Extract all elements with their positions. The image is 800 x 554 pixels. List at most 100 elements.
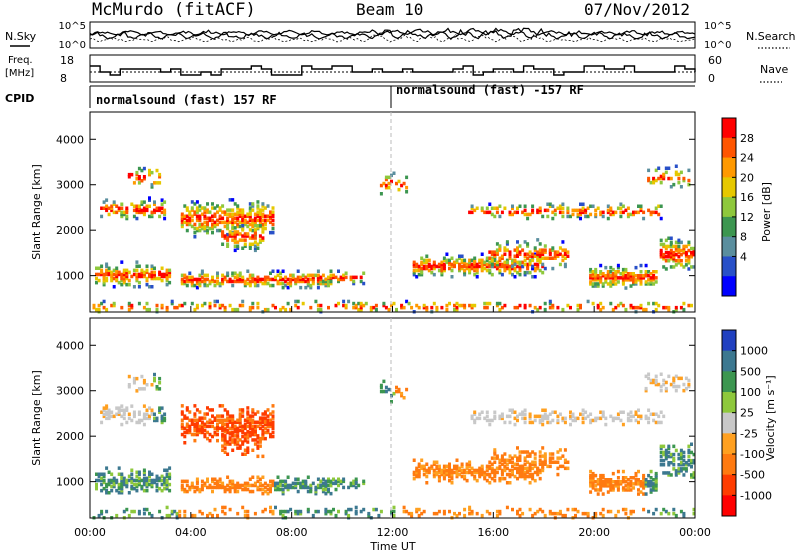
heatmap-cell bbox=[163, 482, 167, 487]
heatmap-cell bbox=[107, 414, 111, 419]
heatmap-cell bbox=[122, 408, 126, 412]
heatmap-cell bbox=[659, 255, 663, 259]
heatmap-cell bbox=[107, 268, 111, 273]
heatmap-cell bbox=[145, 264, 149, 268]
heatmap-cell bbox=[289, 307, 293, 312]
heatmap-cell bbox=[654, 473, 658, 478]
heatmap-cell bbox=[170, 299, 174, 304]
heatmap-cell bbox=[558, 412, 562, 416]
heatmap-cell bbox=[256, 410, 260, 414]
heatmap-cell bbox=[488, 262, 492, 267]
heatmap-cell bbox=[505, 240, 509, 244]
heatmap-cell bbox=[198, 487, 202, 492]
heatmap-cell bbox=[500, 456, 504, 460]
noise-right-label: N.Search bbox=[746, 30, 796, 43]
heatmap-cell bbox=[203, 432, 207, 437]
heatmap-cell bbox=[606, 216, 610, 221]
heatmap-cell bbox=[261, 412, 265, 416]
heatmap-cell bbox=[432, 264, 436, 269]
heatmap-cell bbox=[334, 303, 338, 308]
heatmap-cell bbox=[687, 257, 691, 261]
heatmap-cell bbox=[500, 254, 504, 258]
heatmap-cell bbox=[135, 210, 139, 215]
heatmap-cell bbox=[256, 446, 260, 450]
heatmap-cell bbox=[354, 509, 358, 514]
heatmap-cell bbox=[435, 472, 439, 477]
heatmap-cell bbox=[548, 460, 552, 464]
heatmap-cell bbox=[679, 469, 683, 473]
heatmap-cell bbox=[173, 509, 177, 514]
heatmap-cell bbox=[591, 276, 595, 280]
heatmap-cell bbox=[677, 246, 681, 251]
heatmap-cell bbox=[228, 426, 232, 431]
heatmap-cell bbox=[505, 472, 509, 477]
heatmap-cell bbox=[354, 275, 358, 280]
heatmap-cell bbox=[226, 273, 230, 278]
heatmap-cell bbox=[248, 216, 252, 220]
heatmap-cell bbox=[316, 273, 320, 278]
heatmap-cell bbox=[226, 212, 230, 216]
heatmap-cell bbox=[682, 178, 686, 183]
heatmap-cell bbox=[294, 279, 298, 284]
heatmap-cell bbox=[284, 279, 288, 284]
heatmap-cell bbox=[374, 307, 378, 312]
heatmap-cell bbox=[508, 210, 512, 215]
noise-left-tick-bottom: 10^0 bbox=[59, 40, 86, 51]
heatmap-cell bbox=[581, 511, 585, 516]
heatmap-cell bbox=[236, 275, 240, 280]
heatmap-cell bbox=[206, 216, 209, 220]
heatmap-cell bbox=[634, 265, 638, 270]
heatmap-cell bbox=[503, 206, 507, 210]
heatmap-cell bbox=[130, 468, 134, 472]
heatmap-cell bbox=[251, 408, 255, 412]
heatmap-cell bbox=[216, 483, 219, 488]
heatmap-cell bbox=[440, 260, 444, 265]
heatmap-cell bbox=[407, 511, 411, 516]
heatmap-cell bbox=[626, 274, 630, 278]
heatmap-cell bbox=[682, 248, 686, 253]
heatmap-cell bbox=[632, 278, 635, 282]
heatmap-cell bbox=[427, 268, 431, 273]
heatmap-cell bbox=[125, 507, 129, 512]
heatmap-cell bbox=[400, 183, 404, 188]
heatmap-cell bbox=[591, 476, 595, 480]
heatmap-cell bbox=[246, 450, 250, 454]
heatmap-cell bbox=[632, 282, 635, 286]
frequency-trace bbox=[90, 65, 696, 76]
heatmap-cell bbox=[692, 252, 696, 257]
heatmap-cell bbox=[211, 277, 214, 282]
heatmap-cell bbox=[105, 307, 109, 312]
heatmap-cell bbox=[198, 214, 202, 218]
heatmap-cell bbox=[634, 412, 638, 416]
heatmap-cell bbox=[463, 470, 467, 475]
heatmap-cell bbox=[574, 416, 577, 421]
heatmap-cell bbox=[465, 464, 469, 469]
heatmap-cell bbox=[498, 301, 502, 306]
heatmap-cell bbox=[233, 236, 237, 240]
heatmap-cell bbox=[521, 410, 525, 414]
heatmap-cell bbox=[135, 470, 139, 474]
heatmap-cell bbox=[145, 282, 149, 287]
heatmap-cell bbox=[614, 305, 618, 310]
heatmap-cell bbox=[233, 220, 237, 225]
heatmap-cell bbox=[110, 276, 114, 281]
heatmap-cell bbox=[97, 266, 101, 270]
heatmap-cell bbox=[662, 463, 666, 467]
heatmap-cell bbox=[269, 487, 272, 492]
heatmap-cell bbox=[233, 216, 237, 220]
heatmap-cell bbox=[102, 278, 106, 283]
heatmap-cell bbox=[223, 511, 227, 516]
heatmap-cell bbox=[548, 420, 552, 425]
heatmap-cell bbox=[158, 270, 162, 275]
heatmap-cell bbox=[465, 462, 469, 466]
heatmap-cell bbox=[609, 284, 613, 288]
heatmap-cell bbox=[349, 483, 353, 488]
cpid-label: CPID bbox=[5, 92, 34, 105]
heatmap-cell bbox=[316, 279, 320, 284]
heatmap-cell bbox=[115, 412, 119, 416]
heatmap-cell bbox=[231, 218, 235, 223]
heatmap-cell bbox=[258, 444, 262, 448]
heatmap-cell bbox=[296, 269, 300, 273]
heatmap-cell bbox=[231, 438, 235, 442]
